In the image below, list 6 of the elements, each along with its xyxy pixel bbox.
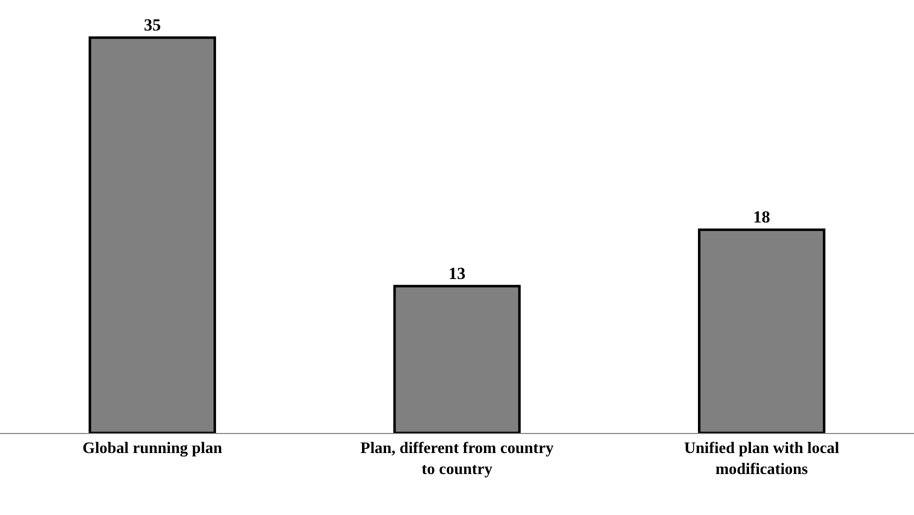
data-label: 18 — [753, 208, 770, 227]
data-label: 13 — [448, 264, 466, 284]
x-tick-label: Unified plan with local modifications — [684, 440, 840, 478]
data-label: 35 — [144, 16, 161, 35]
x-tick-label: Global running plan — [82, 440, 222, 458]
x-tick-label: Plan, different from country to country — [360, 440, 554, 478]
